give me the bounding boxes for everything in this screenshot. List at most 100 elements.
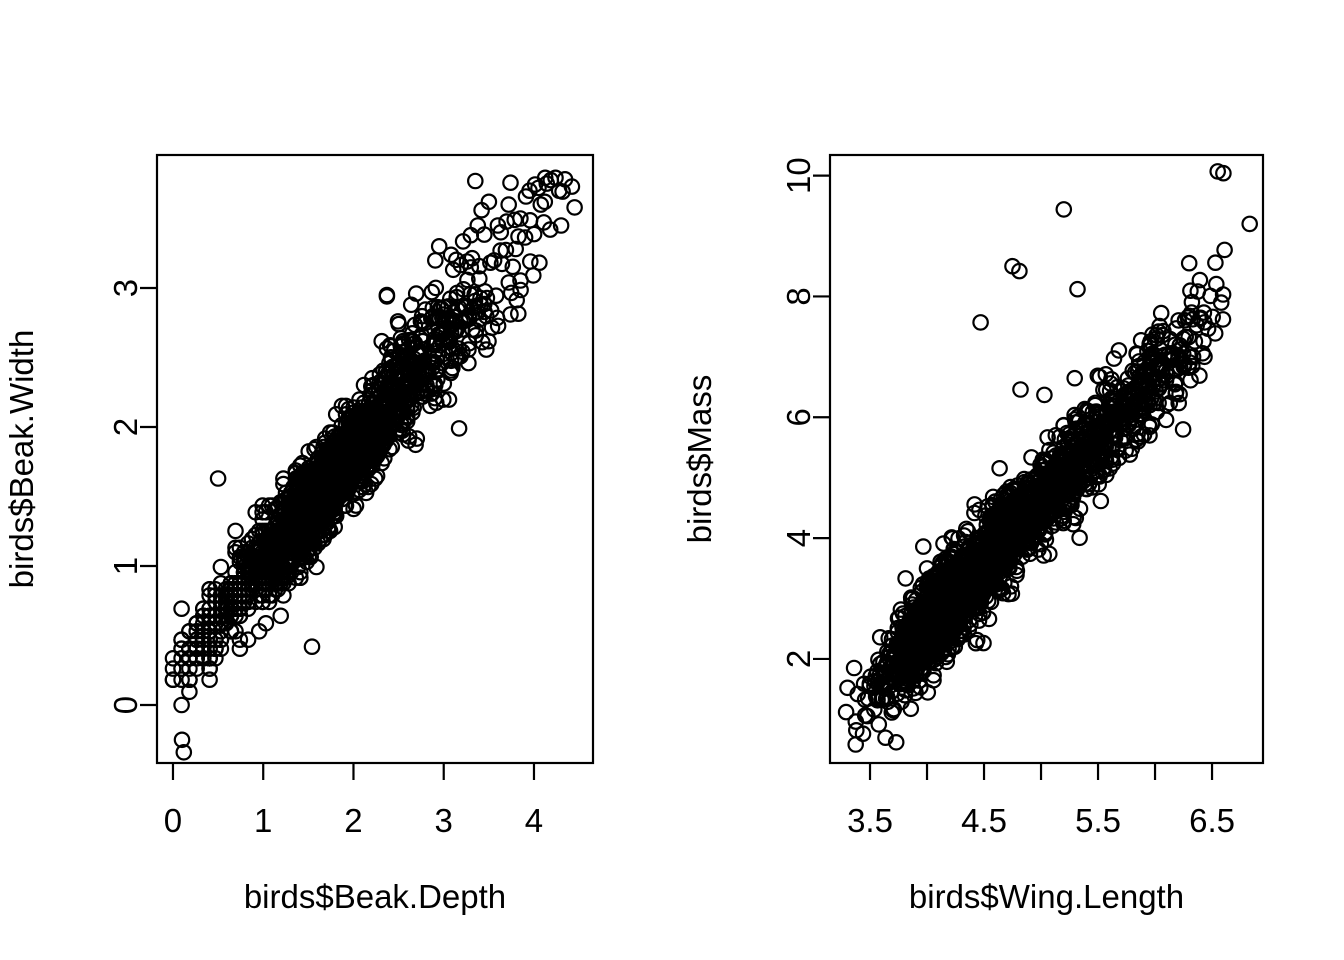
scatter-point xyxy=(470,270,488,287)
outlier-point xyxy=(845,659,863,677)
scatter-point xyxy=(880,645,898,663)
scatter-point xyxy=(282,484,300,502)
x-tick-label: 1 xyxy=(254,802,272,839)
scatter-point xyxy=(931,607,948,624)
scatter-point xyxy=(266,574,284,592)
outlier-point xyxy=(566,199,583,216)
scatter-point xyxy=(406,334,424,352)
scatter-point xyxy=(201,671,218,688)
scatter-point xyxy=(1071,500,1089,517)
scatter-point xyxy=(260,593,278,611)
scatter-point xyxy=(207,631,224,648)
scatter-point xyxy=(164,649,182,667)
scatter-point xyxy=(368,467,386,485)
scatter-point xyxy=(1126,388,1144,406)
scatter-point xyxy=(500,274,518,291)
scatter-point xyxy=(363,416,381,434)
scatter-point xyxy=(415,385,433,402)
scatter-point xyxy=(869,691,886,709)
scatter-point xyxy=(887,662,905,680)
x-axis-label: birds$Beak.Depth xyxy=(244,878,506,915)
scatter-point xyxy=(173,696,190,714)
scatter-point xyxy=(919,684,937,701)
scatter-point xyxy=(1088,413,1105,430)
scatter-point xyxy=(282,563,300,581)
scatter-point xyxy=(1097,452,1115,470)
scatter-point xyxy=(266,539,284,557)
outlier-point xyxy=(1055,201,1073,218)
scatter-point xyxy=(434,345,452,363)
scatter-point xyxy=(375,362,392,379)
scatter-point xyxy=(930,596,948,613)
scatter-point xyxy=(1180,328,1197,346)
scatter-point xyxy=(207,640,224,657)
scatter-point xyxy=(1208,275,1225,293)
scatter-point xyxy=(366,470,384,487)
scatter-point xyxy=(1135,402,1152,420)
outlier-point xyxy=(502,306,519,323)
scatter-point xyxy=(1171,336,1189,354)
outlier-point xyxy=(1036,386,1053,404)
outlier-point xyxy=(378,286,396,304)
scatter-point xyxy=(1140,416,1158,434)
scatter-point xyxy=(1191,271,1209,289)
scatter-point xyxy=(855,675,873,693)
y-axis: 0 1 2 3 xyxy=(107,279,157,714)
scatter-point xyxy=(1109,408,1126,425)
scatter-point xyxy=(493,255,511,273)
scatter-point xyxy=(212,614,230,632)
scatter-point xyxy=(502,284,520,302)
scatter-point xyxy=(1004,531,1022,549)
scatter-point xyxy=(985,524,1003,541)
scatter-point xyxy=(418,382,436,399)
x-tick-label: 6.5 xyxy=(1189,802,1235,839)
scatter-point xyxy=(991,552,1009,570)
scatter-point xyxy=(991,459,1008,477)
scatter-point xyxy=(1214,311,1232,328)
scatter-point xyxy=(254,497,271,514)
scatter-point xyxy=(392,414,410,432)
scatter-point xyxy=(1069,479,1087,497)
outlier-point xyxy=(462,226,480,244)
y-tick-label: 6 xyxy=(780,408,817,426)
scatter-point xyxy=(164,660,182,677)
scatter-point xyxy=(921,579,938,597)
scatter-point xyxy=(472,296,490,314)
outlier-point xyxy=(175,743,193,761)
outlier-point xyxy=(473,201,490,219)
scatter-point xyxy=(282,514,300,532)
y-tick-label: 3 xyxy=(107,279,144,297)
scatter-point xyxy=(291,526,309,544)
x-tick-label: 5.5 xyxy=(1075,802,1121,839)
scatter-point xyxy=(444,261,462,279)
outlier-point xyxy=(1216,241,1233,259)
scatter-point xyxy=(272,574,289,592)
outlier-point xyxy=(1012,381,1029,398)
scatter-point xyxy=(1007,558,1025,576)
scatter-point xyxy=(1199,320,1217,337)
scatter-point xyxy=(469,303,487,321)
y-tick-label: 2 xyxy=(780,650,817,668)
scatter-point xyxy=(502,174,519,191)
scatter-point xyxy=(1066,369,1083,387)
scatter-point xyxy=(212,640,230,657)
scatter-point xyxy=(227,522,244,540)
scatter-point xyxy=(1174,421,1192,438)
scatter-point xyxy=(470,257,488,275)
scatter-point xyxy=(1078,480,1095,498)
scatter-point xyxy=(1170,312,1187,329)
scatter-point xyxy=(173,631,190,648)
scatter-point xyxy=(1063,496,1080,514)
scatter-point xyxy=(378,340,396,357)
scatter-point xyxy=(907,667,925,684)
scatter-point xyxy=(966,504,983,522)
scatter-point xyxy=(212,558,230,576)
scatter-point xyxy=(282,553,300,571)
scatter-point xyxy=(207,614,224,632)
scatter-point xyxy=(334,464,352,482)
scatter-point xyxy=(353,428,371,445)
scatter-point xyxy=(1019,495,1037,512)
scatter-point xyxy=(895,628,913,645)
